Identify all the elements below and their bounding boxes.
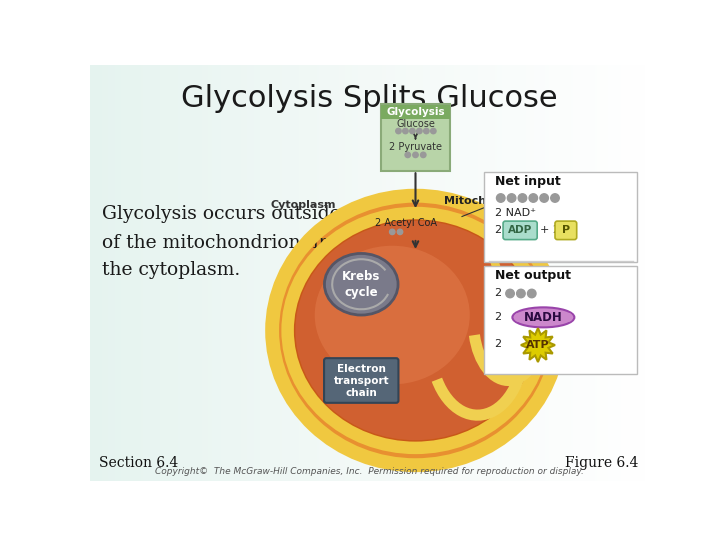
Circle shape bbox=[423, 129, 429, 134]
Circle shape bbox=[405, 152, 410, 158]
Text: Net input: Net input bbox=[495, 176, 560, 188]
Text: Glycolysis occurs outside
of the mitochondrion, in
the cytoplasm.: Glycolysis occurs outside of the mitocho… bbox=[102, 205, 341, 279]
Text: 2: 2 bbox=[495, 288, 505, 299]
FancyBboxPatch shape bbox=[503, 221, 537, 240]
Text: Copyright©  The McGraw-Hill Companies, Inc.  Permission required for reproductio: Copyright© The McGraw-Hill Companies, In… bbox=[155, 467, 583, 476]
Ellipse shape bbox=[325, 253, 398, 315]
Circle shape bbox=[410, 129, 415, 134]
Text: 2: 2 bbox=[495, 339, 505, 348]
Text: Section 6.4: Section 6.4 bbox=[99, 456, 179, 470]
Ellipse shape bbox=[284, 209, 547, 452]
Text: ATP: ATP bbox=[526, 340, 550, 350]
FancyBboxPatch shape bbox=[324, 358, 398, 403]
Text: 2 NAD⁺: 2 NAD⁺ bbox=[495, 208, 536, 218]
Text: Cytoplasm: Cytoplasm bbox=[271, 200, 336, 210]
FancyBboxPatch shape bbox=[485, 172, 637, 262]
Circle shape bbox=[431, 129, 436, 134]
FancyBboxPatch shape bbox=[485, 266, 637, 374]
Ellipse shape bbox=[513, 307, 575, 327]
Text: 2 Pyruvate: 2 Pyruvate bbox=[389, 142, 442, 152]
Text: ADP: ADP bbox=[508, 225, 532, 235]
FancyBboxPatch shape bbox=[381, 104, 451, 171]
Polygon shape bbox=[521, 328, 555, 362]
Text: Glycolysis: Glycolysis bbox=[386, 107, 445, 117]
FancyBboxPatch shape bbox=[381, 105, 451, 119]
Circle shape bbox=[396, 129, 401, 134]
Text: NADH: NADH bbox=[524, 311, 563, 324]
Circle shape bbox=[529, 194, 538, 202]
FancyBboxPatch shape bbox=[555, 221, 577, 240]
Circle shape bbox=[497, 194, 505, 202]
Text: Figure 6.4: Figure 6.4 bbox=[565, 456, 639, 470]
Circle shape bbox=[540, 194, 549, 202]
Text: Mitochondrion: Mitochondrion bbox=[444, 196, 534, 206]
Circle shape bbox=[518, 194, 527, 202]
Text: P: P bbox=[562, 225, 570, 235]
Text: Glycolysis Splits Glucose: Glycolysis Splits Glucose bbox=[181, 84, 557, 113]
Ellipse shape bbox=[315, 246, 469, 384]
Circle shape bbox=[517, 289, 525, 298]
Circle shape bbox=[402, 129, 408, 134]
Circle shape bbox=[420, 152, 426, 158]
Ellipse shape bbox=[295, 221, 536, 440]
Circle shape bbox=[528, 289, 536, 298]
Text: Krebs
cycle: Krebs cycle bbox=[342, 270, 380, 299]
Text: Electron
transport
chain: Electron transport chain bbox=[333, 363, 389, 397]
Circle shape bbox=[505, 289, 514, 298]
Text: Glucose: Glucose bbox=[396, 119, 435, 129]
Text: Net output: Net output bbox=[495, 269, 570, 282]
Circle shape bbox=[413, 152, 418, 158]
Text: 2 Acetyl CoA: 2 Acetyl CoA bbox=[375, 218, 437, 228]
Circle shape bbox=[515, 314, 523, 321]
Circle shape bbox=[417, 129, 422, 134]
Text: 2: 2 bbox=[495, 312, 505, 322]
Circle shape bbox=[551, 194, 559, 202]
Circle shape bbox=[390, 229, 395, 234]
Circle shape bbox=[508, 194, 516, 202]
Text: 2: 2 bbox=[495, 225, 505, 235]
Text: + 2: + 2 bbox=[539, 225, 563, 235]
Ellipse shape bbox=[272, 195, 559, 465]
Circle shape bbox=[397, 229, 402, 234]
Circle shape bbox=[564, 314, 572, 321]
